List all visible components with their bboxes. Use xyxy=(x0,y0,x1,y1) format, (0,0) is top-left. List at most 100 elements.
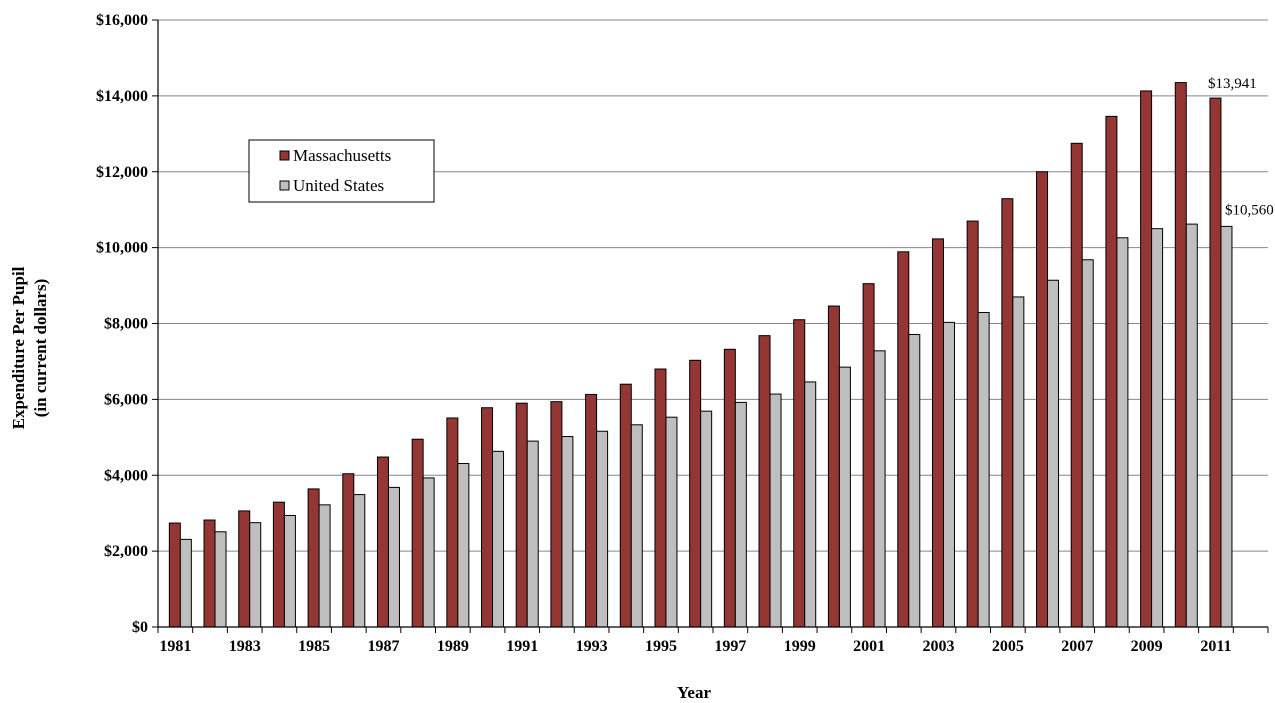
bar-massachusetts xyxy=(619,383,632,628)
legend: Massachusetts United States xyxy=(248,139,435,203)
y-tick-label: $2,000 xyxy=(104,543,148,560)
bar-united-states xyxy=(1012,296,1025,628)
bar-massachusetts xyxy=(931,238,944,628)
x-tick-label: 1981 xyxy=(159,638,191,655)
bar-massachusetts xyxy=(1209,97,1222,628)
y-tick-label: $16,000 xyxy=(96,12,148,29)
y-tick-label: $14,000 xyxy=(96,88,148,105)
y-tick-label: $12,000 xyxy=(96,164,148,181)
bar-massachusetts xyxy=(307,488,320,628)
bar-massachusetts xyxy=(1001,198,1014,628)
x-tick-label: 1999 xyxy=(784,638,816,655)
legend-label-united-states: United States xyxy=(293,176,384,195)
bar-united-states xyxy=(700,410,713,628)
legend-label-massachusetts: Massachusetts xyxy=(293,146,391,165)
bar-massachusetts xyxy=(550,401,563,628)
legend-box xyxy=(248,139,435,203)
bar-massachusetts xyxy=(1140,90,1153,628)
bar-united-states xyxy=(596,430,609,628)
bar-united-states xyxy=(283,514,296,628)
bar-massachusetts xyxy=(585,393,598,628)
legend-swatch-massachusetts xyxy=(279,150,290,161)
bar-massachusetts xyxy=(342,473,355,628)
bar-massachusetts xyxy=(654,368,667,628)
bar-massachusetts xyxy=(827,305,840,628)
legend-swatch-united-states xyxy=(279,180,290,191)
x-tick-label: 2009 xyxy=(1131,638,1163,655)
y-tick-label: $6,000 xyxy=(104,391,148,408)
bar-massachusetts xyxy=(758,335,771,628)
x-tick-label: 1983 xyxy=(229,638,261,655)
bar-massachusetts xyxy=(481,407,494,628)
bar-massachusetts xyxy=(793,319,806,628)
data-label: $10,560 xyxy=(1225,202,1274,218)
y-tick-label: $8,000 xyxy=(104,316,148,333)
bar-united-states xyxy=(179,538,192,628)
bar-massachusetts xyxy=(203,519,216,628)
bar-massachusetts xyxy=(1036,171,1049,628)
axes xyxy=(152,19,1269,633)
bar-united-states xyxy=(734,401,747,628)
x-tick-label: 2007 xyxy=(1061,638,1093,655)
bar-united-states xyxy=(1151,228,1164,628)
bar-massachusetts xyxy=(966,220,979,628)
y-tick-label: $0 xyxy=(132,619,148,636)
bar-united-states xyxy=(804,381,817,628)
x-tick-label: 2001 xyxy=(853,638,885,655)
bar-massachusetts xyxy=(515,402,528,628)
bar-united-states xyxy=(977,311,990,628)
bar-united-states xyxy=(249,522,262,628)
gridlines xyxy=(158,19,1268,552)
bar-massachusetts xyxy=(376,456,389,628)
x-tick-label: 1997 xyxy=(714,638,746,655)
data-labels: $13,941 $10,560 xyxy=(1208,76,1274,218)
bar-united-states xyxy=(838,366,851,628)
y-tick-label: $4,000 xyxy=(104,467,148,484)
x-tick-label: 1985 xyxy=(298,638,330,655)
y-axis-title-line2: (in current dollars) xyxy=(31,279,50,418)
tick-labels: $0 $2,000 $4,000 $6,000 $8,000 $10,000 $12,000… xyxy=(96,12,1232,655)
x-tick-label: 1995 xyxy=(645,638,677,655)
bar-massachusetts xyxy=(1105,115,1118,628)
bar-massachusetts xyxy=(1070,142,1083,628)
bar-massachusetts xyxy=(723,348,736,628)
bar-united-states xyxy=(387,486,400,628)
bar-united-states xyxy=(422,477,435,628)
bar-united-states xyxy=(1047,279,1060,628)
bar-united-states xyxy=(630,424,643,628)
bar-united-states xyxy=(318,504,331,628)
x-tick-label: 1989 xyxy=(437,638,469,655)
bar-massachusetts xyxy=(411,438,424,628)
bar-massachusetts xyxy=(238,510,251,628)
bar-united-states xyxy=(492,450,505,628)
x-tick-label: 2005 xyxy=(992,638,1024,655)
bar-united-states xyxy=(1220,225,1233,628)
x-axis-title: Year xyxy=(677,683,711,702)
x-tick-label: 2011 xyxy=(1200,638,1231,655)
bar-united-states xyxy=(526,440,539,628)
bar-united-states xyxy=(908,334,921,628)
x-tick-label: 1987 xyxy=(367,638,399,655)
bar-massachusetts xyxy=(272,501,285,628)
bar-massachusetts xyxy=(1174,82,1187,628)
bar-united-states xyxy=(1185,223,1198,628)
bar-united-states xyxy=(457,462,470,628)
y-axis-title-line1: Expenditure Per Pupil xyxy=(9,266,28,429)
x-tick-label: 1993 xyxy=(576,638,608,655)
bar-massachusetts xyxy=(897,251,910,628)
bar-united-states xyxy=(1081,259,1094,628)
bar-massachusetts xyxy=(689,359,702,628)
bar-united-states xyxy=(214,531,227,628)
y-tick-label: $10,000 xyxy=(96,240,148,257)
bar-united-states xyxy=(942,321,955,628)
bar-massachusetts xyxy=(446,417,459,628)
bar-united-states xyxy=(561,436,574,628)
bar-massachusetts xyxy=(168,522,181,628)
bar-united-states xyxy=(665,416,678,628)
data-label: $13,941 xyxy=(1208,76,1257,92)
bar-united-states xyxy=(353,494,366,628)
bar-united-states xyxy=(769,393,782,628)
bar-massachusetts xyxy=(862,283,875,628)
